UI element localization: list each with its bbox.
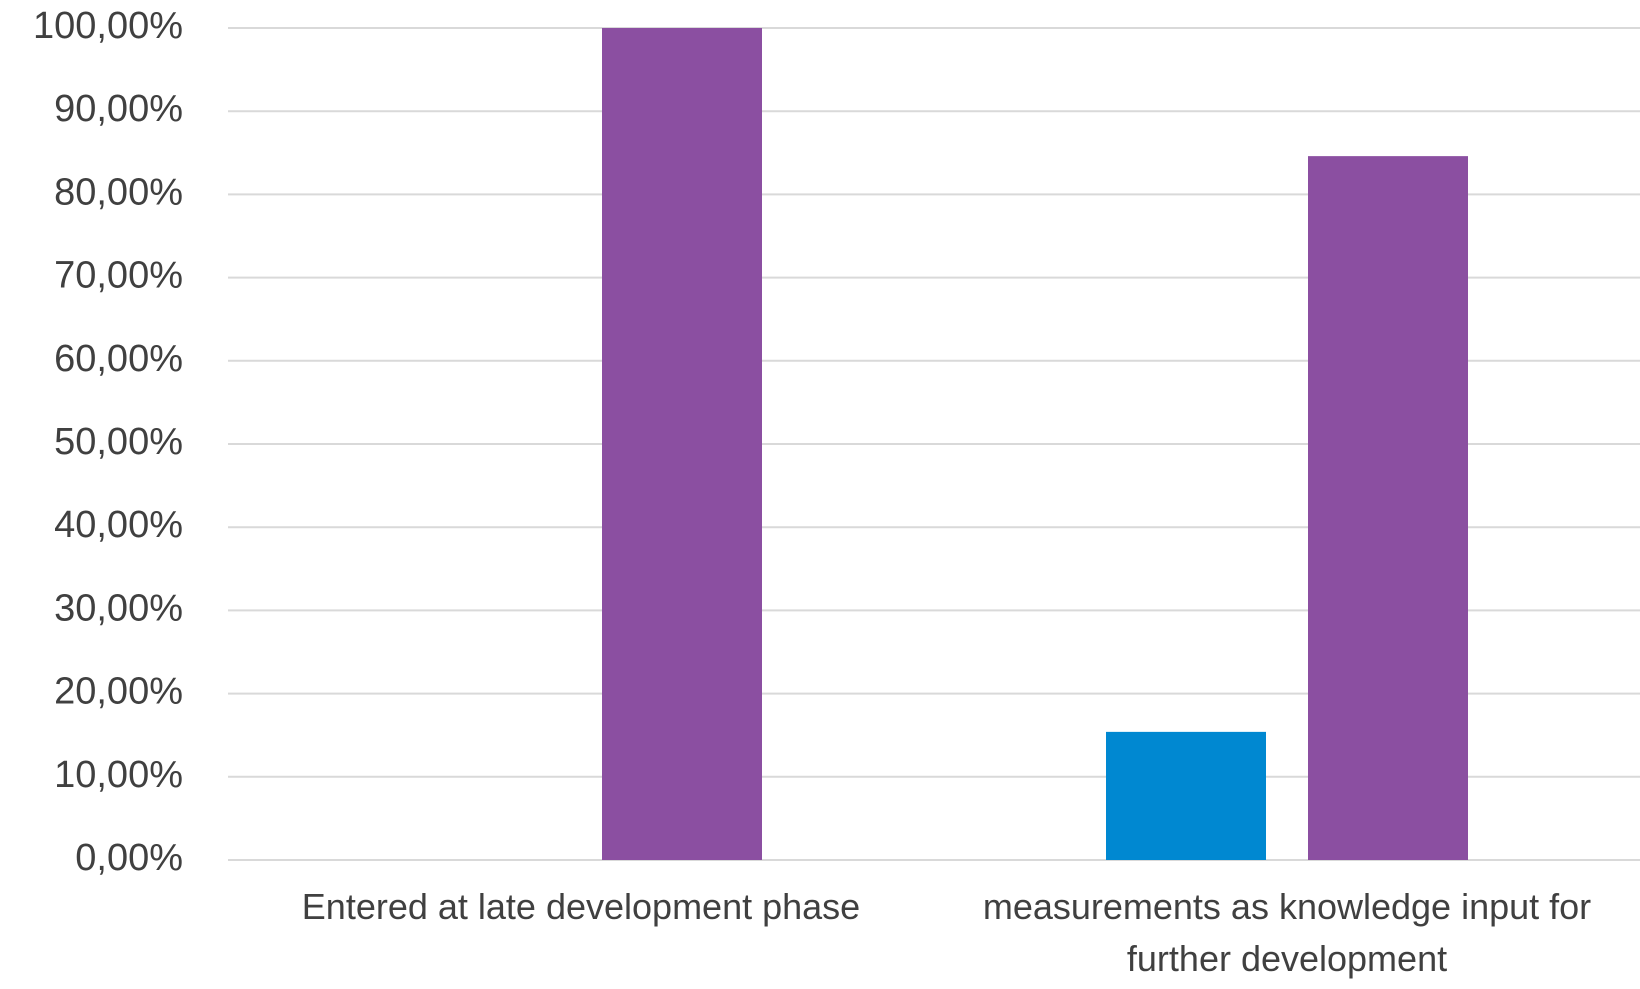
category-label: further development [1127,938,1447,979]
category-label: measurements as knowledge input for [983,886,1591,927]
y-tick-label: 70,00% [54,255,183,297]
category-label: Entered at late development phase [302,886,860,927]
y-tick-label: 40,00% [54,504,183,546]
y-tick-label: 80,00% [54,171,183,213]
y-tick-label: 100,00% [33,5,183,47]
y-tick-label: 90,00% [54,88,183,130]
y-tick-label: 10,00% [54,754,183,796]
y-tick-label: 20,00% [54,671,183,713]
y-tick-label: 60,00% [54,338,183,380]
y-tick-label: 50,00% [54,421,183,463]
y-tick-label: 0,00% [75,837,183,879]
bar [1308,156,1468,861]
y-tick-label: 30,00% [54,587,183,629]
bar [1106,731,1266,860]
bar [602,28,762,860]
